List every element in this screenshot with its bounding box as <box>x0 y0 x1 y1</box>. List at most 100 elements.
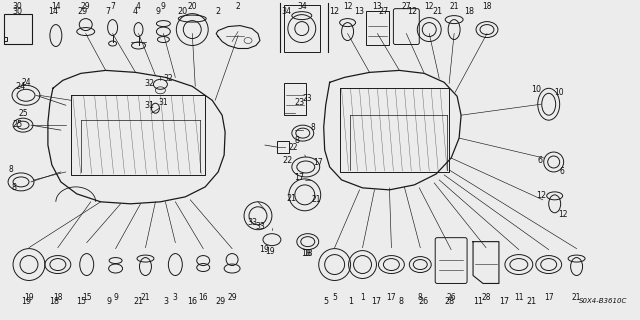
Bar <box>277 141 289 153</box>
Text: 7: 7 <box>110 2 115 11</box>
Text: 34: 34 <box>282 7 292 16</box>
Text: 12: 12 <box>536 190 547 200</box>
Bar <box>284 83 306 115</box>
Text: 21: 21 <box>286 194 296 204</box>
Text: 24: 24 <box>15 82 26 91</box>
Text: 34: 34 <box>297 2 307 11</box>
Text: 32: 32 <box>164 74 173 83</box>
Bar <box>4 36 7 41</box>
Text: 8: 8 <box>310 123 315 132</box>
Text: 30: 30 <box>12 7 22 16</box>
Text: 8: 8 <box>418 293 422 302</box>
Text: 31: 31 <box>144 101 154 110</box>
Text: 15: 15 <box>76 297 86 306</box>
Text: 17: 17 <box>544 293 554 302</box>
Text: 28: 28 <box>481 293 491 302</box>
Text: 17: 17 <box>313 158 323 167</box>
Text: 12: 12 <box>329 7 339 16</box>
Text: 18: 18 <box>53 293 63 302</box>
Text: 22: 22 <box>283 156 293 164</box>
Text: 14: 14 <box>49 7 58 16</box>
Bar <box>4 14 32 44</box>
Text: 18: 18 <box>49 297 59 306</box>
Text: 25: 25 <box>12 120 22 130</box>
Text: 21: 21 <box>133 297 143 306</box>
Text: 30: 30 <box>12 2 22 11</box>
Text: 8: 8 <box>12 183 17 192</box>
Text: 3: 3 <box>173 293 178 302</box>
Text: 27: 27 <box>401 2 411 11</box>
Text: 8: 8 <box>294 136 300 145</box>
Text: 19: 19 <box>24 293 34 302</box>
Text: 16: 16 <box>188 297 197 306</box>
Text: 3: 3 <box>163 297 168 306</box>
Text: 9: 9 <box>156 7 161 16</box>
Text: 14: 14 <box>51 2 61 11</box>
Text: 18: 18 <box>465 7 474 16</box>
Text: 19: 19 <box>259 245 269 254</box>
Text: 13: 13 <box>354 7 364 16</box>
Text: 21: 21 <box>141 293 150 302</box>
Text: 23: 23 <box>303 94 312 103</box>
Text: 21: 21 <box>312 195 321 204</box>
Text: 29: 29 <box>216 297 226 306</box>
Text: 10: 10 <box>554 88 563 97</box>
Text: 29: 29 <box>81 2 90 11</box>
Text: 26: 26 <box>418 297 428 306</box>
Text: 18: 18 <box>301 250 310 259</box>
Text: 9: 9 <box>107 297 112 306</box>
Text: 10: 10 <box>531 85 541 94</box>
Text: S0X4-B3610C: S0X4-B3610C <box>579 298 627 304</box>
Text: 20: 20 <box>178 7 188 16</box>
Text: 2: 2 <box>215 7 220 16</box>
Text: 15: 15 <box>82 293 92 302</box>
Text: 28: 28 <box>444 297 454 306</box>
Text: 19: 19 <box>22 297 31 306</box>
Text: 33: 33 <box>255 222 265 231</box>
Text: 9: 9 <box>113 293 118 302</box>
Text: 18: 18 <box>482 2 492 11</box>
Text: 32: 32 <box>145 79 155 88</box>
Text: 5: 5 <box>332 293 337 302</box>
Text: 25: 25 <box>18 109 28 118</box>
Text: 16: 16 <box>198 293 208 302</box>
Text: 21: 21 <box>433 7 443 16</box>
Text: 13: 13 <box>372 2 382 11</box>
Text: 21: 21 <box>449 2 459 11</box>
Text: 19: 19 <box>265 247 275 256</box>
Text: 22: 22 <box>288 142 298 152</box>
Text: 4: 4 <box>132 7 138 16</box>
Text: 11: 11 <box>473 297 483 306</box>
Text: 29: 29 <box>227 293 237 302</box>
Text: 20: 20 <box>188 2 197 11</box>
Text: 1: 1 <box>348 297 353 306</box>
Text: 4: 4 <box>136 2 141 11</box>
Text: 23: 23 <box>294 98 305 107</box>
Text: 17: 17 <box>294 173 305 182</box>
Text: 17: 17 <box>387 293 396 302</box>
Text: 18: 18 <box>303 249 312 258</box>
Text: 11: 11 <box>514 293 524 302</box>
Text: 9: 9 <box>161 2 166 11</box>
Text: 27: 27 <box>378 7 388 16</box>
Text: 21: 21 <box>572 293 581 302</box>
Text: 7: 7 <box>106 7 111 16</box>
Text: 12: 12 <box>407 7 417 16</box>
Text: 31: 31 <box>159 98 168 107</box>
Text: 12: 12 <box>424 2 434 11</box>
Text: 33: 33 <box>248 218 258 227</box>
Text: 12: 12 <box>343 2 353 11</box>
Text: 2: 2 <box>236 2 241 11</box>
Text: 24: 24 <box>21 78 31 87</box>
Text: 6: 6 <box>559 167 564 176</box>
Bar <box>365 11 389 45</box>
Bar <box>284 5 320 52</box>
Text: 17: 17 <box>371 297 381 306</box>
Text: 5: 5 <box>324 297 329 306</box>
Text: 1: 1 <box>360 293 365 302</box>
Text: 21: 21 <box>526 297 536 306</box>
Text: 29: 29 <box>77 7 87 16</box>
Text: 17: 17 <box>499 297 509 306</box>
Text: 12: 12 <box>558 210 568 219</box>
Text: 8: 8 <box>9 165 13 174</box>
